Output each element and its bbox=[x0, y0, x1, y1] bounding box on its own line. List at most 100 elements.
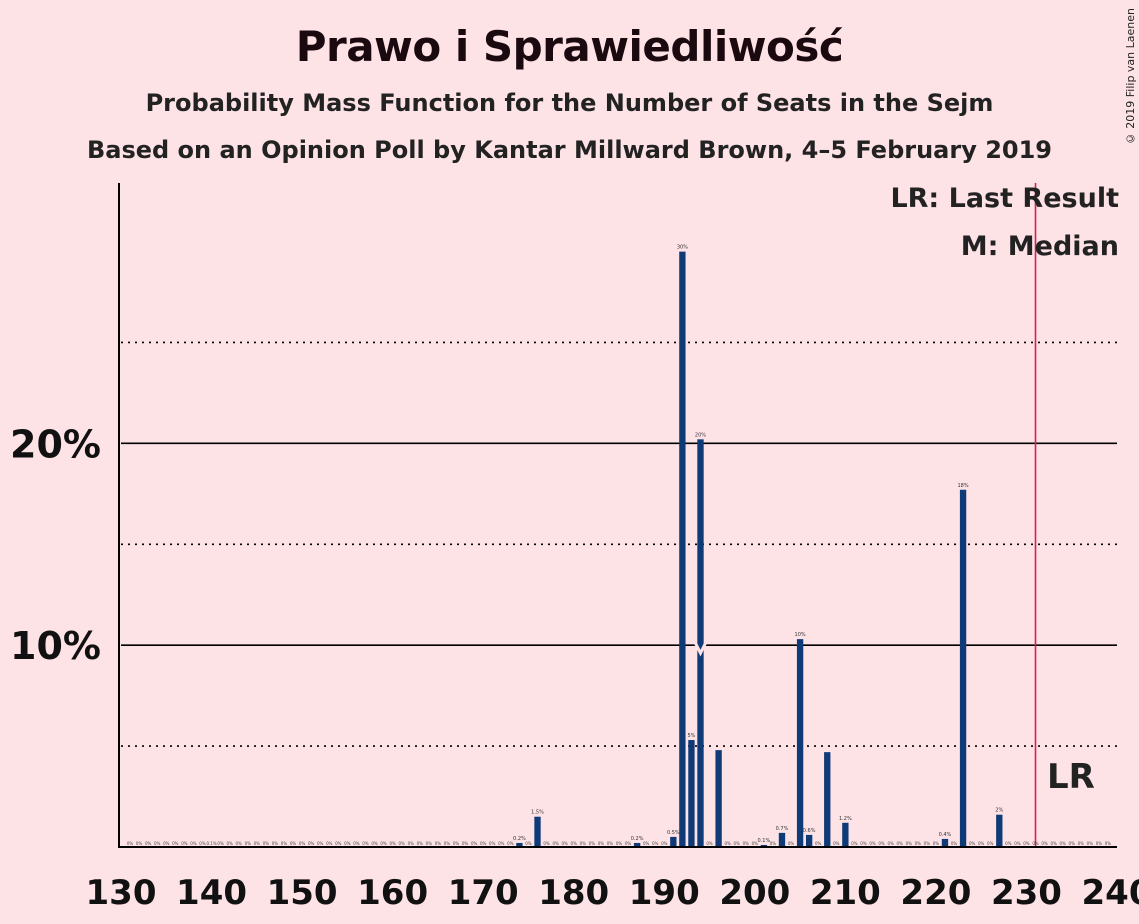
zero-label: 0% bbox=[571, 841, 578, 846]
zero-label: 0% bbox=[362, 841, 369, 846]
zero-label: 0% bbox=[172, 841, 179, 846]
zero-label: 0% bbox=[887, 841, 894, 846]
zero-label: 0% bbox=[833, 841, 840, 846]
zero-label: 0% bbox=[878, 841, 885, 846]
zero-label: 0% bbox=[869, 841, 876, 846]
zero-label: 0% bbox=[181, 841, 188, 846]
zero-label: 0% bbox=[353, 841, 360, 846]
zero-label: 0% bbox=[734, 841, 741, 846]
zero-label: 0% bbox=[589, 841, 596, 846]
x-tick-label: 220 bbox=[900, 873, 971, 913]
zero-label: 0% bbox=[933, 841, 940, 846]
x-tick-label: 240 bbox=[1082, 873, 1139, 913]
bar-174 bbox=[516, 842, 523, 847]
median-marker bbox=[692, 638, 709, 657]
bar-194 bbox=[697, 439, 704, 847]
zero-label: 0% bbox=[417, 841, 424, 846]
chart-title: Prawo i Sprawiedliwość bbox=[295, 22, 844, 71]
legend-last-result: LR: Last Result bbox=[890, 183, 1119, 214]
bar-192 bbox=[679, 251, 686, 847]
last-result-marker-label: LR bbox=[1047, 757, 1095, 797]
zero-label: 0% bbox=[969, 841, 976, 846]
zero-label: 0% bbox=[281, 841, 288, 846]
x-tick-label: 200 bbox=[719, 873, 790, 913]
bar-176 bbox=[534, 816, 541, 847]
x-tick-label: 140 bbox=[176, 873, 247, 913]
zero-label: 0% bbox=[580, 841, 587, 846]
chart-subtitle: Probability Mass Function for the Number… bbox=[145, 89, 994, 117]
x-tick-label: 170 bbox=[448, 873, 519, 913]
zero-label: 0% bbox=[290, 841, 297, 846]
zero-label: 0% bbox=[706, 841, 713, 846]
bar-227 bbox=[996, 814, 1003, 847]
zero-label: 0% bbox=[788, 841, 795, 846]
zero-label: 0% bbox=[498, 841, 505, 846]
y-tick-label: 20% bbox=[10, 422, 101, 466]
zero-label: 0% bbox=[860, 841, 867, 846]
bar-193 bbox=[688, 740, 695, 847]
zero-label: 0% bbox=[724, 841, 731, 846]
bar-label-203: 0.7% bbox=[776, 826, 789, 832]
x-tick-label: 130 bbox=[86, 873, 157, 913]
zero-label: 0% bbox=[661, 841, 668, 846]
zero-label: 0% bbox=[915, 841, 922, 846]
zero-label: 0% bbox=[1069, 841, 1076, 846]
bar-label-174: 0.2% bbox=[513, 836, 526, 842]
zero-label: 0% bbox=[272, 841, 279, 846]
bar-196 bbox=[715, 750, 722, 847]
zero-label: 0% bbox=[226, 841, 233, 846]
zero-label: 0% bbox=[444, 841, 451, 846]
bar-label-201: 0.1% bbox=[758, 838, 771, 844]
zero-label: 0% bbox=[561, 841, 568, 846]
x-tick-label: 150 bbox=[267, 873, 338, 913]
bar-label-194: 20% bbox=[695, 432, 706, 438]
zero-label: 0% bbox=[389, 841, 396, 846]
zero-label: 0% bbox=[1105, 841, 1112, 846]
zero-label: 0% bbox=[317, 841, 324, 846]
bar-205 bbox=[796, 639, 804, 847]
zero-label: 0% bbox=[1059, 841, 1066, 846]
zero-label: 0% bbox=[1078, 841, 1085, 846]
zero-label: 0% bbox=[245, 841, 252, 846]
zero-label: 0% bbox=[978, 841, 985, 846]
bar-label-193: 5% bbox=[687, 733, 695, 739]
zero-label: 0% bbox=[1087, 841, 1094, 846]
zero-label: 0% bbox=[236, 841, 243, 846]
zero-label: 0% bbox=[453, 841, 460, 846]
bar-label-210: 1.2% bbox=[839, 816, 852, 822]
zero-label: 0% bbox=[199, 841, 206, 846]
zero-label: 0% bbox=[598, 841, 605, 846]
x-tick-label: 210 bbox=[810, 873, 881, 913]
zero-label: 0% bbox=[643, 841, 650, 846]
bar-label-205: 10% bbox=[795, 632, 806, 638]
zero-label: 0% bbox=[308, 841, 315, 846]
zero-label: 0% bbox=[326, 841, 333, 846]
zero-label: 0% bbox=[607, 841, 614, 846]
zero-label: 0% bbox=[1005, 841, 1012, 846]
zero-label: 0% bbox=[552, 841, 559, 846]
zero-label: 0% bbox=[543, 841, 550, 846]
zero-label: 0% bbox=[408, 841, 415, 846]
zero-label: 0% bbox=[127, 841, 134, 846]
y-tick-label: 10% bbox=[10, 624, 101, 668]
zero-label: 0% bbox=[851, 841, 858, 846]
x-tick-label: 180 bbox=[538, 873, 609, 913]
zero-label: 0% bbox=[1050, 841, 1057, 846]
zero-label: 0% bbox=[489, 841, 496, 846]
zero-label: 0% bbox=[1014, 841, 1021, 846]
zero-label: 0% bbox=[190, 841, 197, 846]
zero-label: 0% bbox=[435, 841, 442, 846]
zero-label: 0% bbox=[299, 841, 306, 846]
zero-label: 0% bbox=[951, 841, 958, 846]
zero-label: 0% bbox=[507, 841, 514, 846]
bar-203 bbox=[778, 832, 786, 847]
zero-label: 0% bbox=[770, 841, 777, 846]
bar-191 bbox=[670, 836, 677, 847]
zero-label: 0% bbox=[652, 841, 659, 846]
x-tick-label: 190 bbox=[629, 873, 700, 913]
zero-label: 0% bbox=[399, 841, 406, 846]
zero-label: 0% bbox=[1023, 841, 1030, 846]
zero-label: 0% bbox=[752, 841, 759, 846]
zero-label: 0.1% bbox=[206, 841, 216, 846]
